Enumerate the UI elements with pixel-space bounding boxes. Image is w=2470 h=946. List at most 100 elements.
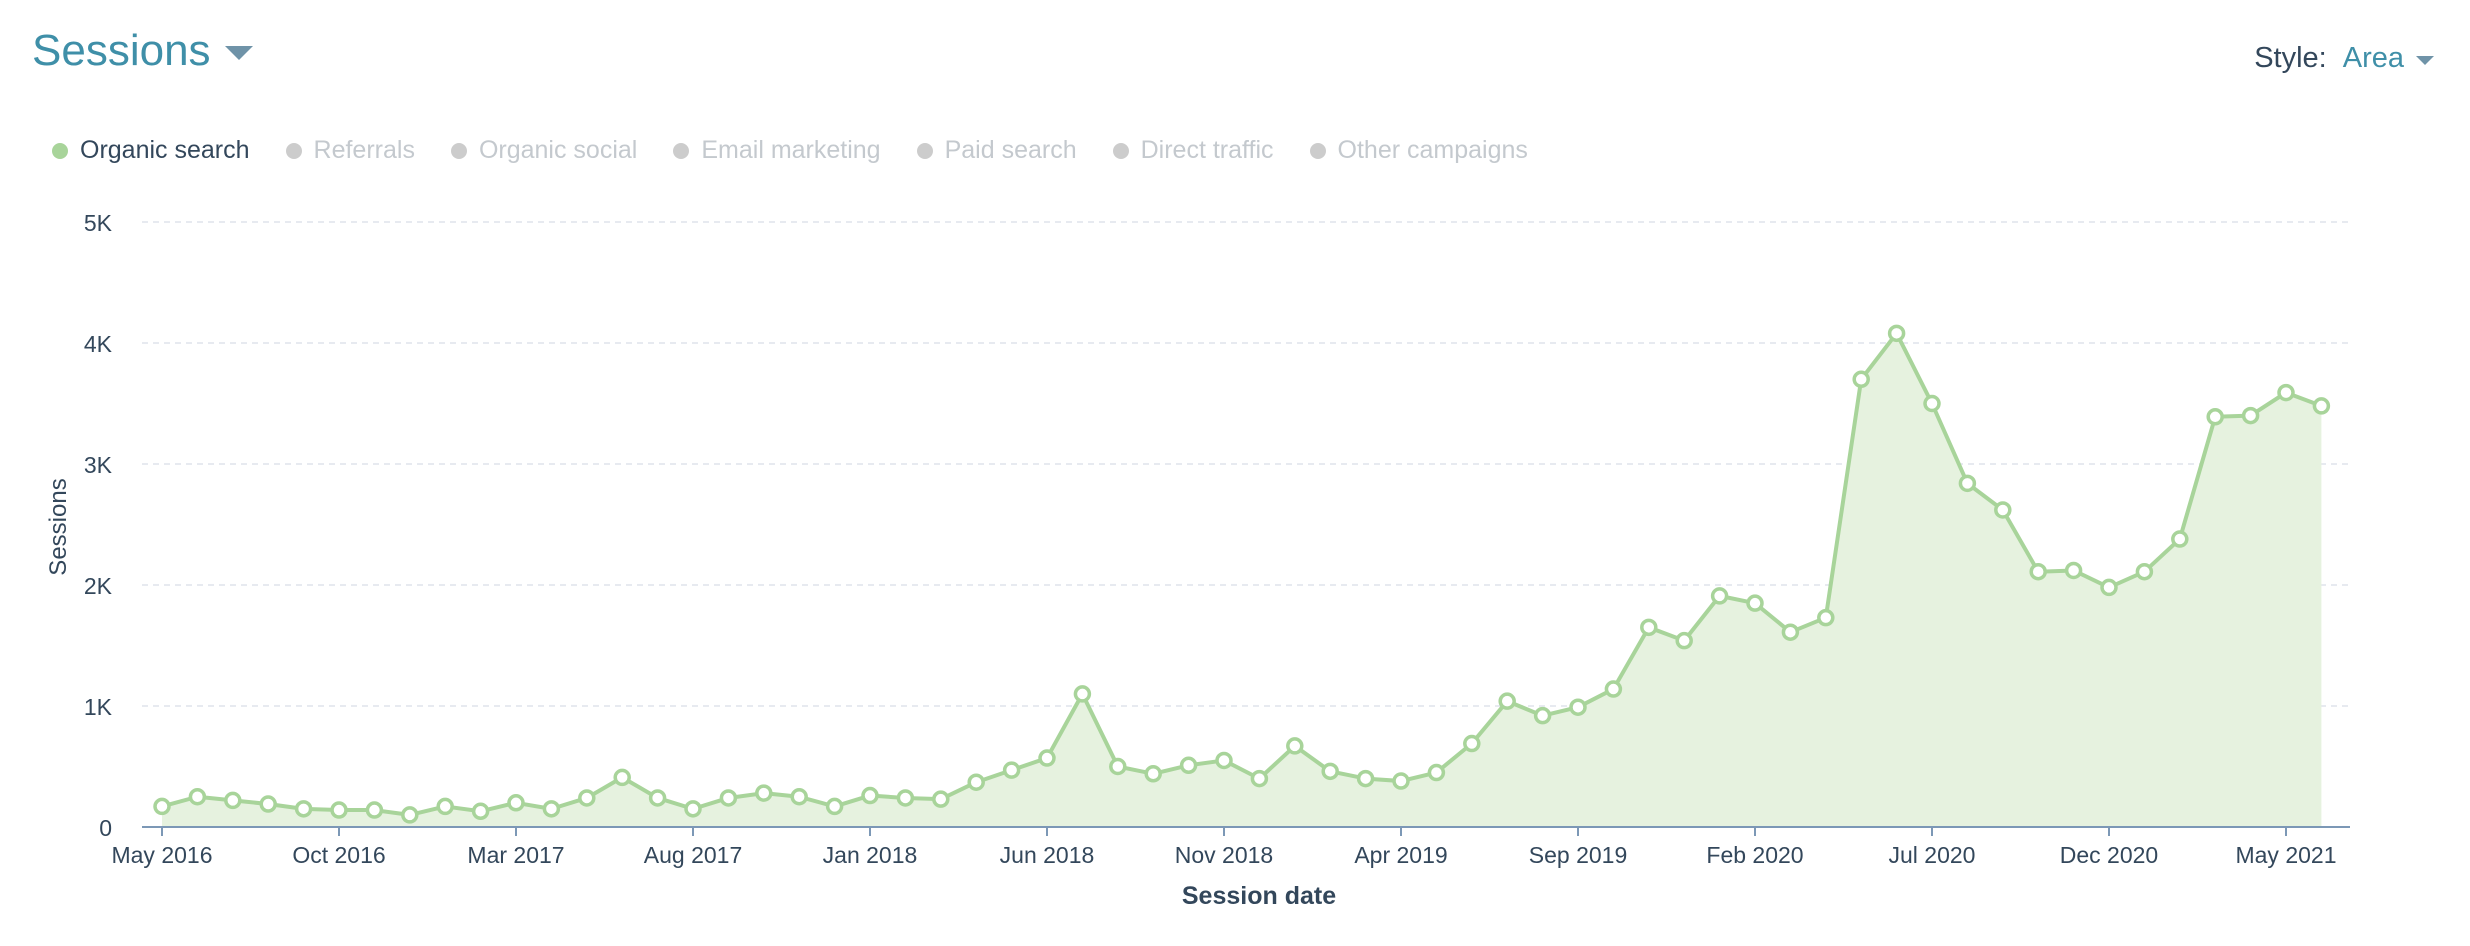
y-tick-label: 0: [99, 815, 112, 841]
data-point: [365, 801, 384, 819]
x-tick-label: Apr 2019: [1354, 842, 1447, 868]
data-point: [719, 789, 738, 807]
y-tick-label: 2K: [84, 573, 113, 599]
data-point: [1427, 763, 1446, 782]
data-point: [2029, 562, 2047, 581]
y-tick-label: 4K: [84, 331, 113, 357]
legend-item[interactable]: Organic search: [52, 136, 250, 165]
data-point: [471, 802, 490, 821]
data-point: [1994, 501, 2012, 519]
data-point: [2135, 562, 2154, 581]
data-point: [825, 797, 844, 816]
x-tick-label: Feb 2020: [1706, 842, 1803, 868]
style-dropdown[interactable]: Area: [2343, 42, 2434, 75]
data-point: [1852, 370, 1870, 389]
data-point: [1569, 698, 1587, 716]
data-point: [2100, 578, 2118, 597]
axis-layer: 0 1K 2K 3K 4K 5K May 2016 Oct 2016 Mar 2017 Aug 2…: [84, 210, 2350, 868]
y-axis-title: Sessions: [45, 478, 72, 575]
data-point: [1392, 772, 1410, 790]
data-point: [507, 794, 525, 812]
data-point: [2171, 530, 2189, 548]
data-point: [259, 795, 277, 813]
data-point: [1321, 762, 1339, 781]
legend-dot-icon: [1309, 142, 1326, 159]
x-tick-label: Aug 2017: [644, 842, 742, 868]
data-point: [648, 789, 667, 807]
data-point: [153, 797, 171, 816]
y-tick-label: 5K: [84, 210, 113, 236]
style-label: Style:: [2254, 42, 2327, 74]
data-point: [861, 786, 879, 805]
data-point: [2277, 383, 2295, 402]
report-title-dropdown[interactable]: Sessions: [32, 26, 253, 76]
x-tick-label: May 2016: [111, 842, 212, 868]
data-point: [1179, 756, 1198, 775]
x-tick-label: Jan 2018: [823, 842, 918, 868]
data-point: [2241, 406, 2260, 425]
legend-item[interactable]: Referrals: [285, 136, 415, 165]
data-point: [224, 791, 242, 810]
legend-label: Email marketing: [701, 136, 881, 164]
data-point: [1286, 737, 1304, 755]
data-point: [1498, 692, 1516, 710]
legend-dot-icon: [1112, 142, 1129, 159]
data-point: [2064, 561, 2083, 580]
legend-label: Paid search: [944, 136, 1077, 164]
data-point: [436, 797, 454, 816]
y-tick-label: 3K: [84, 452, 113, 478]
data-point: [1887, 324, 1906, 343]
data-point: [2206, 408, 2224, 426]
chart-legend: Organic search Referrals Organic social …: [52, 136, 1564, 165]
legend-dot-icon: [285, 142, 302, 159]
style-value: Area: [2342, 42, 2404, 74]
legend-item[interactable]: Organic social: [450, 136, 637, 165]
legend-dot-icon: [673, 142, 690, 159]
legend-label: Organic search: [80, 136, 250, 164]
x-tick-label: Dec 2020: [2060, 842, 2158, 868]
data-point: [1144, 765, 1162, 783]
data-point: [1038, 749, 1056, 767]
data-point: [1109, 757, 1127, 776]
data-point: [967, 773, 985, 791]
x-tick-label: Nov 2018: [1175, 842, 1273, 868]
area-layer: [161, 331, 2323, 827]
data-point: [294, 800, 313, 818]
legend-item[interactable]: Direct traffic: [1112, 136, 1274, 165]
legend-item[interactable]: Paid search: [916, 136, 1077, 165]
data-point: [330, 801, 348, 819]
data-point: [188, 788, 207, 806]
x-tick-label: May 2021: [2235, 842, 2336, 868]
legend-dot-icon: [52, 142, 68, 159]
data-point: [896, 789, 915, 807]
data-point: [1817, 608, 1835, 627]
data-point: [1356, 769, 1375, 788]
legend-label: Other campaigns: [1337, 136, 1528, 164]
data-point: [790, 788, 808, 806]
data-point: [1923, 394, 1941, 413]
data-point: [932, 790, 950, 808]
x-tick-label: Jun 2018: [1000, 842, 1095, 868]
data-point: [1675, 631, 1693, 650]
data-point: [1073, 685, 1092, 703]
data-point: [1215, 751, 1233, 770]
x-axis-title: Session date: [1182, 882, 1336, 910]
x-tick-label: Sep 2019: [1529, 842, 1627, 868]
data-point: [2312, 397, 2331, 415]
legend-dot-icon: [916, 142, 933, 159]
x-tick-label: Mar 2017: [467, 842, 564, 868]
data-point: [1250, 769, 1269, 788]
data-point: [1533, 706, 1552, 725]
data-point: [1640, 618, 1658, 637]
data-point: [684, 800, 702, 818]
data-point: [1958, 474, 1977, 493]
report-title: Sessions: [32, 26, 211, 75]
data-point: [578, 789, 596, 807]
legend-item[interactable]: Email marketing: [673, 136, 881, 165]
points-layer: [153, 324, 2331, 824]
chevron-down-icon: [224, 46, 253, 60]
data-point: [401, 806, 419, 824]
data-point: [1002, 761, 1021, 779]
legend-dot-icon: [450, 142, 467, 159]
legend-item[interactable]: Other campaigns: [1309, 136, 1528, 165]
